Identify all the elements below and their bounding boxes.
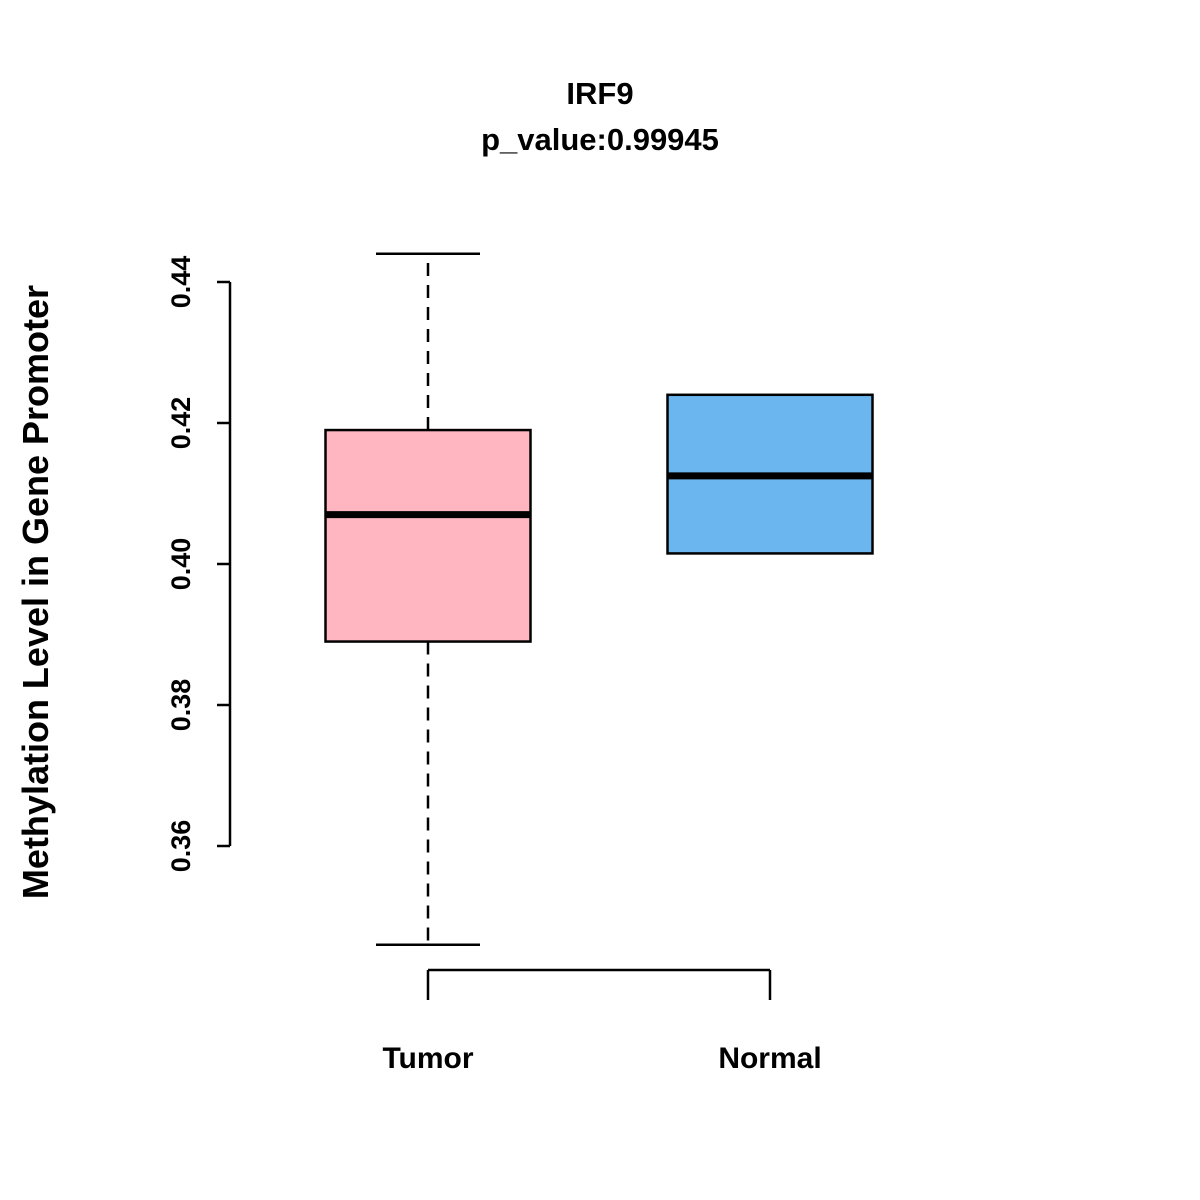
y-tick-label: 0.44 [166,256,196,309]
y-tick-label: 0.42 [166,397,196,450]
chart-subtitle: p_value:0.99945 [481,122,719,157]
category-label-tumor: Tumor [382,1042,473,1075]
y-tick-label: 0.38 [166,679,196,732]
chart-title: IRF9 [566,76,634,111]
y-tick-label: 0.40 [166,538,196,591]
category-label-normal: Normal [718,1042,821,1075]
box-tumor [324,428,532,643]
y-tick-label: 0.36 [166,820,196,873]
